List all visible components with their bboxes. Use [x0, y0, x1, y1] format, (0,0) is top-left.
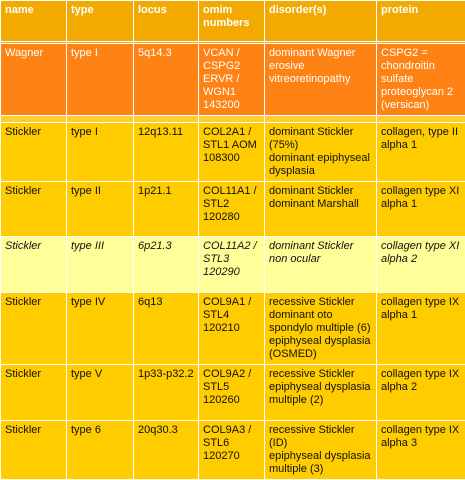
cell: 6p21.3: [134, 237, 199, 293]
cell: 6q13: [134, 293, 199, 365]
cell: dominant Stickler (75%)dominant epiphyse…: [265, 123, 377, 182]
cell: type 6: [67, 421, 134, 480]
cell-line: dominant epiphyseal dysplasia: [269, 152, 372, 178]
cell: 12q13.11: [134, 123, 199, 182]
spacer-row: [1, 116, 465, 123]
header-cell: name: [1, 1, 67, 42]
cell: Stickler: [1, 421, 67, 480]
cell: Stickler: [1, 182, 67, 237]
cell: collagen type IX alpha 1: [377, 293, 465, 365]
header-cell: type: [67, 1, 134, 42]
cell: type II: [67, 182, 134, 237]
cell: COL9A3 / STL6 120270: [199, 421, 265, 480]
spacer-cell: [1, 116, 67, 123]
cell: Stickler: [1, 123, 67, 182]
cell-line: recessive Stickler (ID): [269, 424, 372, 450]
spacer-cell: [199, 116, 265, 123]
cell-line: recessive Stickler: [269, 296, 372, 309]
cell: type I: [67, 123, 134, 182]
cell: type I: [67, 44, 134, 116]
cell-line: dominant Stickler non ocular: [269, 240, 372, 266]
cell: COL11A2 / STL3 120290: [199, 237, 265, 293]
cell-line: dominant Wagner erosive vitreoretinopath…: [269, 47, 372, 86]
cell: COL9A1 / STL4 120210: [199, 293, 265, 365]
cell: type III: [67, 237, 134, 293]
cell: Stickler: [1, 237, 67, 293]
header-cell: omim numbers: [199, 1, 265, 42]
spacer-cell: [377, 116, 465, 123]
cell: recessive Stickler (ID)epiphyseal dyspla…: [265, 421, 377, 480]
cell: Stickler: [1, 365, 67, 421]
cell: 1p33-p32.2: [134, 365, 199, 421]
cell: COL9A2 / STL5 120260: [199, 365, 265, 421]
cell: 5q14.3: [134, 44, 199, 116]
cell: VCAN / CSPG2 ERVR / WGN1 143200: [199, 44, 265, 116]
cell: COL11A1 / STL2 120280: [199, 182, 265, 237]
cell: dominant Stickler non ocular: [265, 237, 377, 293]
cell: dominant Wagner erosive vitreoretinopath…: [265, 44, 377, 116]
header-cell: disorder(s): [265, 1, 377, 42]
header-cell: locus: [134, 1, 199, 42]
cell: collagen type XI alpha 2: [377, 237, 465, 293]
cell-line: dominant oto spondylo multiple (6) epiph…: [269, 309, 372, 361]
cell: CSPG2 = chondroitin sulfate proteoglycan…: [377, 44, 465, 116]
cell: COL2A1 / STL1 AOM 108300: [199, 123, 265, 182]
cell-line: recessive Stickler: [269, 368, 372, 381]
spacer-cell: [134, 116, 199, 123]
cell: collagen type XI alpha 1: [377, 182, 465, 237]
cell: collagen type IX alpha 3: [377, 421, 465, 480]
cell: collagen, type II alpha 1: [377, 123, 465, 182]
header-cell: protein: [377, 1, 465, 42]
cell-line: dominant Stickler: [269, 185, 372, 198]
cell-line: epiphyseal dysplasia multiple (3): [269, 450, 372, 476]
cell: type IV: [67, 293, 134, 365]
cell: Wagner: [1, 44, 67, 116]
cell-line: dominant Stickler (75%): [269, 126, 372, 152]
cell: 20q30.3: [134, 421, 199, 480]
spacer-cell: [67, 116, 134, 123]
cell-line: epiphyseal dysplasia multiple (2): [269, 381, 372, 407]
cell-line: dominant Marshall: [269, 198, 372, 211]
cell: type V: [67, 365, 134, 421]
cell: Stickler: [1, 293, 67, 365]
spacer-cell: [265, 116, 377, 123]
cell: collagen type IX alpha 2: [377, 365, 465, 421]
cell: 1p21.1: [134, 182, 199, 237]
